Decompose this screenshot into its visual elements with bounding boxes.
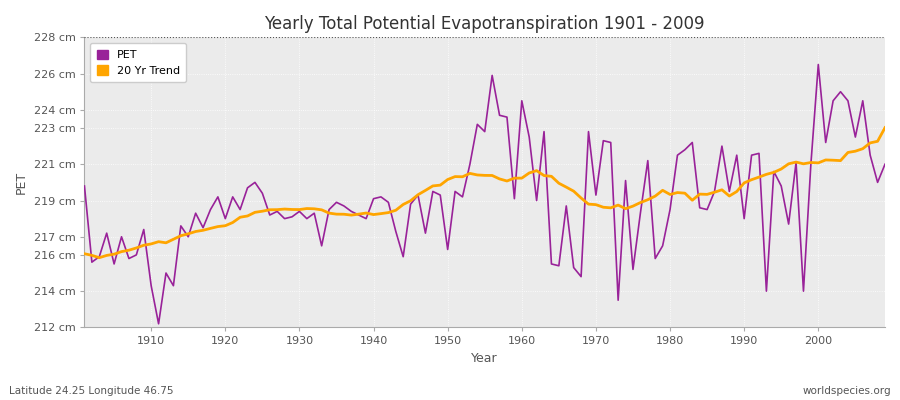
PET (613, 298, 624, 303)
Title: Yearly Total Potential Evapotranspiration 1901 - 2009: Yearly Total Potential Evapotranspiratio… (265, 15, 705, 33)
20 Yr Trend (94, 255, 104, 260)
20 Yr Trend (354, 212, 364, 216)
PET (524, 135, 535, 140)
PET (517, 98, 527, 103)
Text: worldspecies.org: worldspecies.org (803, 386, 891, 396)
Legend: PET, 20 Yr Trend: PET, 20 Yr Trend (90, 43, 186, 82)
20 Yr Trend (517, 176, 527, 180)
20 Yr Trend (613, 203, 624, 208)
PET (309, 211, 320, 216)
Line: PET: PET (85, 64, 885, 324)
PET (354, 213, 364, 218)
20 Yr Trend (79, 251, 90, 256)
PET (139, 227, 149, 232)
PET (153, 321, 164, 326)
20 Yr Trend (524, 170, 535, 175)
PET (813, 62, 824, 67)
Text: Latitude 24.25 Longitude 46.75: Latitude 24.25 Longitude 46.75 (9, 386, 174, 396)
20 Yr Trend (879, 125, 890, 130)
X-axis label: Year: Year (472, 352, 498, 365)
20 Yr Trend (309, 206, 320, 211)
Line: 20 Yr Trend: 20 Yr Trend (85, 128, 885, 258)
PET (879, 162, 890, 167)
PET (79, 184, 90, 188)
Y-axis label: PET: PET (15, 171, 28, 194)
20 Yr Trend (146, 242, 157, 246)
